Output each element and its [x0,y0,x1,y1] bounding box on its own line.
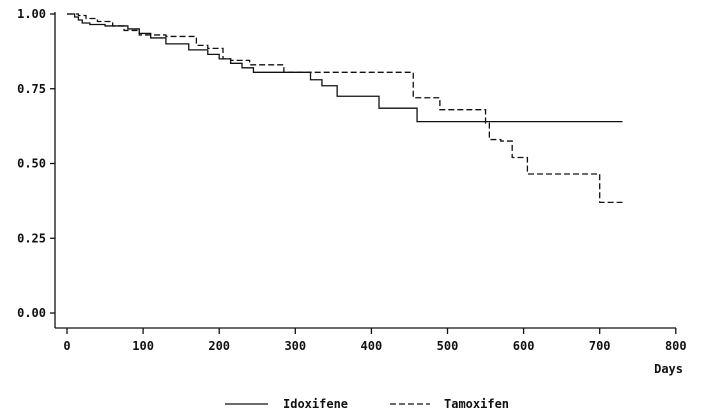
y-tick-label: 0.00 [17,306,46,320]
x-tick-label: 800 [665,339,687,353]
x-tick-label: 400 [361,339,383,353]
legend: Idoxifene Tamoxifen [225,397,509,411]
series-line-tamoxifen [67,13,623,204]
axes [54,12,676,329]
tick-labels: 0.00 0.25 0.50 0.75 1.00 0 100 200 300 400 500 600 7… [17,7,687,353]
x-tick-label: 600 [513,339,535,353]
x-axis-label: Days [654,362,683,376]
x-tick-label: 200 [208,339,230,353]
x-tick-label: 100 [132,339,154,353]
series-line-idoxifene [67,13,623,123]
x-tick-label: 300 [284,339,306,353]
legend-label-idoxifene: Idoxifene [283,397,348,411]
y-tick-label: 0.50 [17,157,46,171]
y-tick-label: 1.00 [17,7,46,21]
x-tick-label: 500 [437,339,459,353]
x-tick-label: 700 [589,339,611,353]
y-tick-label: 0.75 [17,82,46,96]
legend-label-tamoxifen: Tamoxifen [444,397,509,411]
x-tick-label: 0 [63,339,70,353]
y-tick-label: 0.25 [17,231,46,245]
tick-marks [50,13,677,334]
plot-area [67,13,623,204]
